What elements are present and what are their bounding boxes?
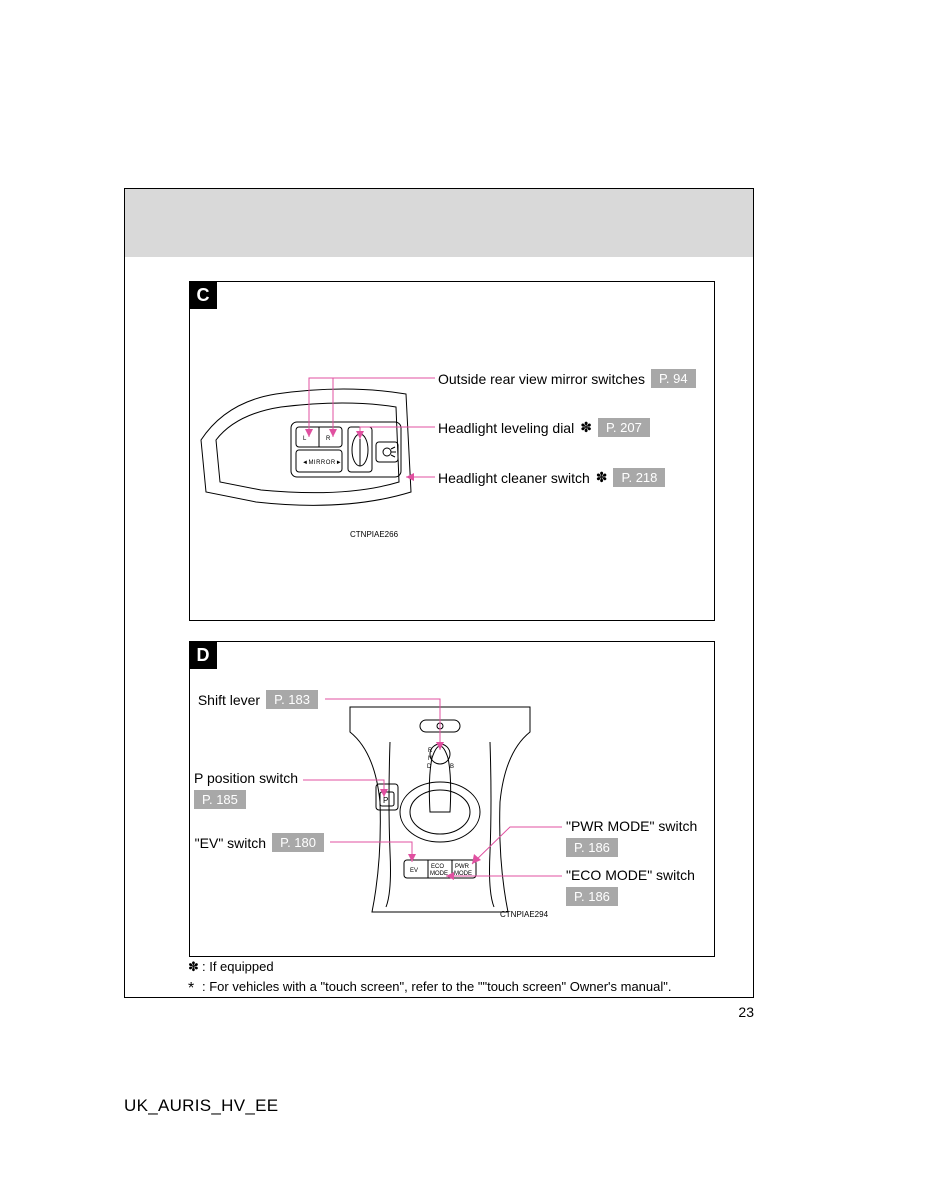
footnotes: ✽: If equipped *: For vehicles with a "t… (188, 958, 672, 997)
callout-mirror-page: P. 94 (651, 369, 696, 388)
header-band (125, 189, 753, 257)
callout-eco: "ECO MODE" switch P. 186 (566, 867, 695, 906)
callout-eco-page: P. 186 (566, 887, 618, 906)
footnote-b: : For vehicles with a "touch screen", re… (202, 979, 672, 994)
page-frame: C L R ◄MIRROR► (124, 188, 754, 998)
callout-eco-label: "ECO MODE" switch (566, 867, 695, 883)
page-number: 23 (738, 1004, 754, 1020)
panel-c: C L R ◄MIRROR► (189, 281, 715, 621)
callout-shift-label: Shift lever (198, 692, 260, 708)
callout-ppos-label: P position switch (194, 770, 298, 786)
panel-d: D R N D B P (189, 641, 715, 957)
callout-clean-page: P. 218 (613, 468, 665, 487)
callout-pwr-page: P. 186 (566, 838, 618, 857)
callout-level-page: P. 207 (598, 418, 650, 437)
callout-ev-label: "EV" switch (195, 835, 266, 851)
callout-clean: Headlight cleaner switch ✽ P. 218 (438, 468, 665, 487)
callout-ppos: P position switch P. 185 (194, 770, 298, 809)
panel-d-image-code: CTNPIAE294 (500, 910, 548, 919)
callout-clean-note: ✽ (596, 469, 608, 486)
callout-ppos-page: P. 185 (194, 790, 246, 809)
panel-c-leaders (190, 282, 716, 622)
callout-pwr: "PWR MODE" switch P. 186 (566, 818, 697, 857)
callout-ev-page: P. 180 (272, 833, 324, 852)
callout-pwr-label: "PWR MODE" switch (566, 818, 697, 834)
callout-mirror: Outside rear view mirror switches P. 94 (438, 369, 696, 388)
callout-clean-label: Headlight cleaner switch (438, 470, 590, 486)
callout-mirror-label: Outside rear view mirror switches (438, 371, 645, 387)
callout-shift: Shift lever P. 183 (198, 690, 318, 709)
callout-level: Headlight leveling dial ✽ P. 207 (438, 418, 650, 437)
panel-c-image-code: CTNPIAE266 (350, 530, 398, 539)
callout-level-note: ✽ (580, 419, 592, 436)
callout-level-label: Headlight leveling dial (438, 420, 574, 436)
document-id: UK_AURIS_HV_EE (124, 1096, 278, 1116)
callout-shift-page: P. 183 (266, 690, 318, 709)
callout-ev: "EV" switch P. 180 (195, 833, 324, 852)
footnote-a: : If equipped (202, 959, 274, 974)
